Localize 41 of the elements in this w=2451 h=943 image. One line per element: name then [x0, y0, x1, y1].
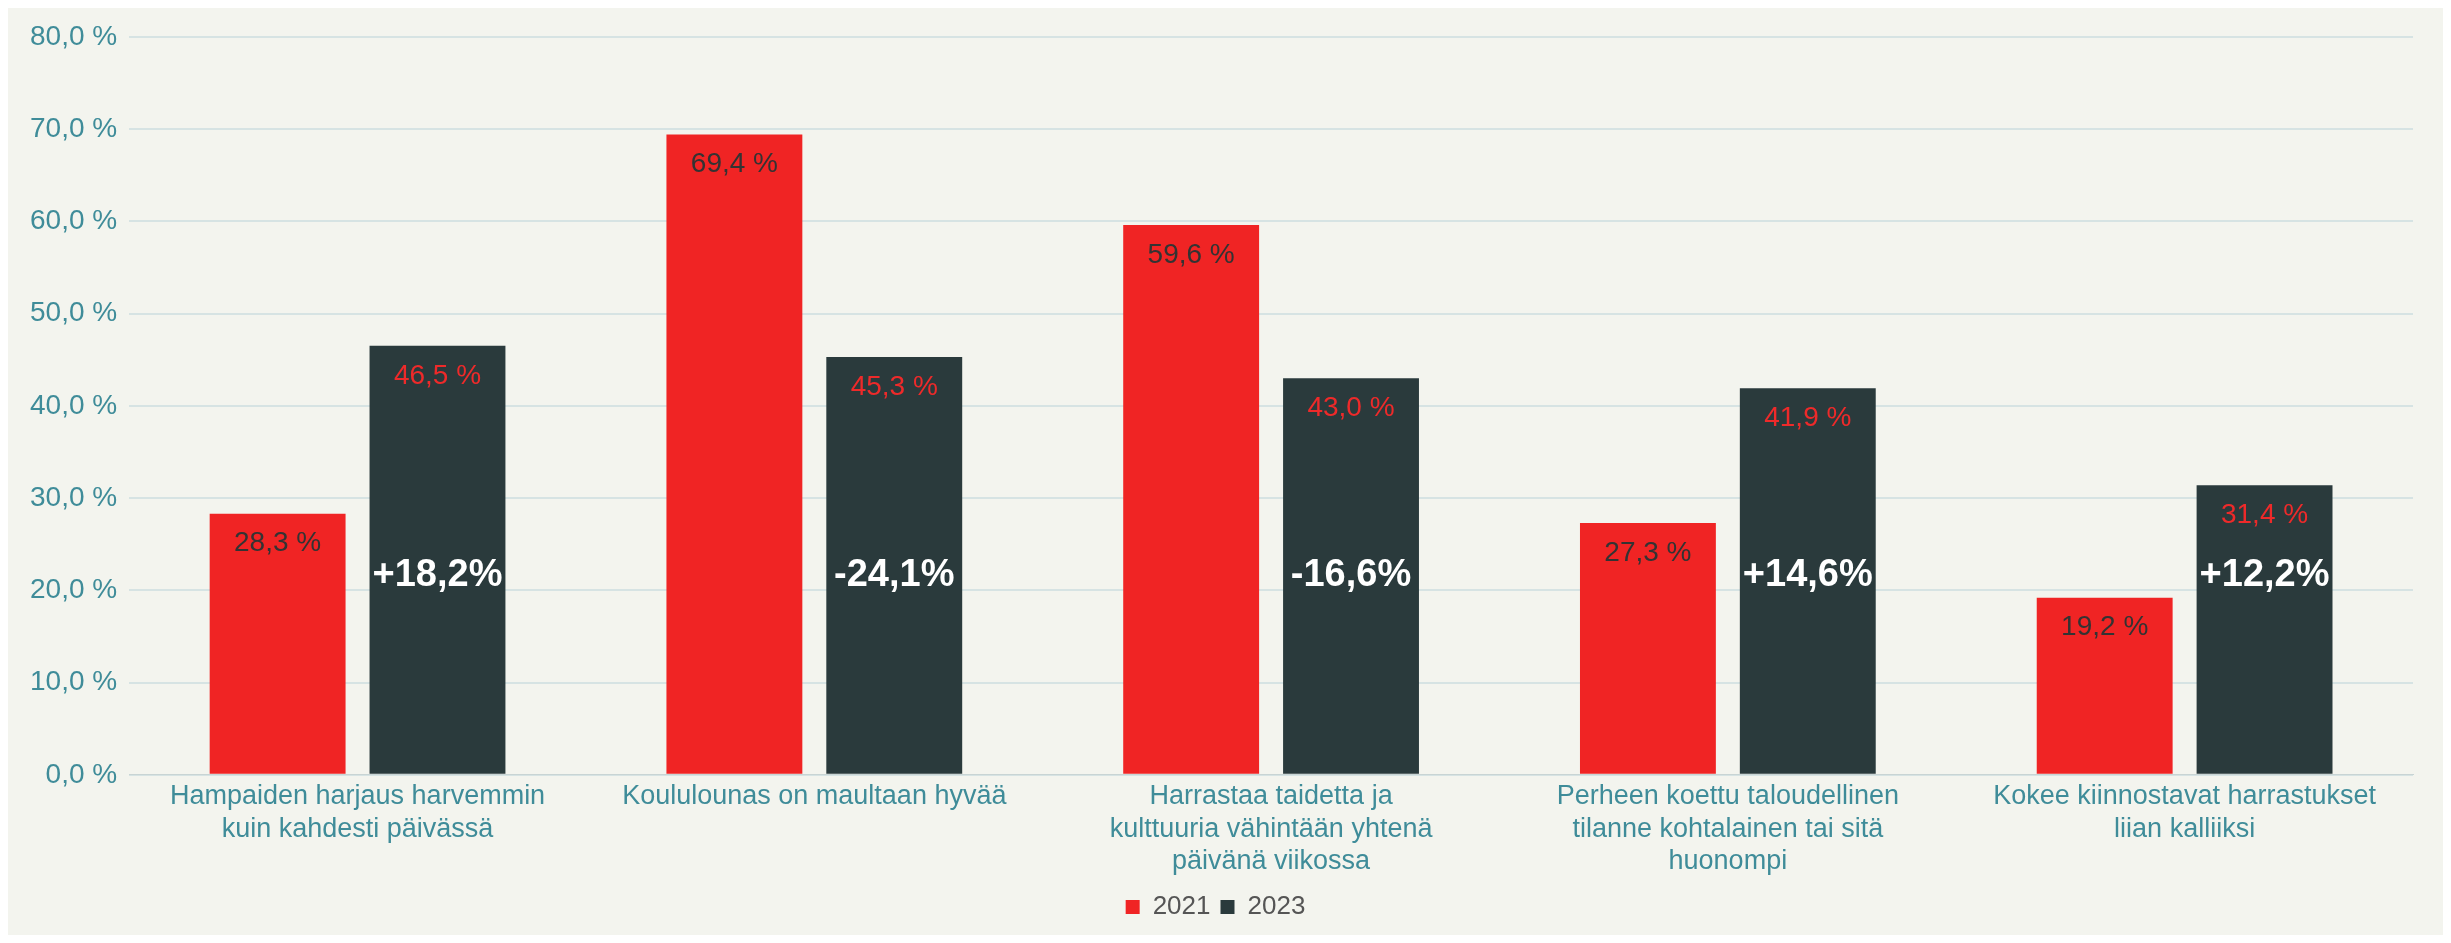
bar	[369, 345, 506, 774]
data-label: 28,3 %	[234, 526, 322, 558]
data-label: 19,2 %	[2061, 610, 2149, 642]
y-tick-label: 10,0 %	[30, 665, 118, 697]
data-label: 46,5 %	[393, 358, 482, 390]
bar	[1579, 522, 1716, 774]
y-tick-label: 70,0 %	[30, 111, 118, 143]
annotation: +18,2%	[372, 552, 503, 595]
y-tick-label: 0,0 %	[45, 757, 118, 789]
data-label: 41,9 %	[1764, 400, 1852, 432]
annotation: +12,2%	[2199, 552, 2330, 595]
bar	[2036, 597, 2173, 774]
x-tick-label: Perheen koettu taloudellinen tilanne kohtalainen tai sitä huonompi	[1556, 780, 1899, 876]
annotation: -16,6%	[1290, 552, 1412, 595]
y-tick-label: 50,0 %	[30, 296, 118, 328]
data-label: 31,4 %	[2220, 497, 2309, 529]
annotation: -24,1%	[834, 552, 955, 595]
y-tick-label: 30,0 %	[30, 480, 118, 512]
y-tick-label: 20,0 %	[30, 573, 118, 605]
bar	[209, 513, 346, 774]
y-tick-label: 40,0 %	[30, 388, 118, 420]
data-label: 69,4 %	[690, 147, 778, 179]
bar	[826, 356, 963, 774]
x-tick-label: Harrastaa taidetta ja kulttuuria vähintään yhtenä päivänä viikossa	[1109, 780, 1434, 876]
bar	[666, 134, 803, 774]
x-tick-label: Hampaiden harjaus harvemmin kuin kahdesti päivässä	[169, 780, 546, 843]
legend-label: 2023	[1247, 890, 1306, 921]
x-tick-label: Kokee kiinnostavat harrastukset liian kalliiksi	[1993, 780, 2377, 843]
bar	[1283, 378, 1419, 774]
data-label: 43,0 %	[1307, 390, 1395, 422]
data-label: 27,3 %	[1604, 535, 1692, 567]
annotation: +14,6%	[1742, 552, 1873, 595]
x-tick-label: Koululounas on maultaan hyvää	[622, 780, 1008, 811]
legend-label: 2021	[1152, 890, 1211, 921]
data-label: 45,3 %	[850, 369, 938, 401]
data-label: 59,6 %	[1147, 237, 1235, 269]
bar	[2196, 485, 2333, 774]
y-tick-label: 60,0 %	[30, 204, 118, 236]
y-tick-label: 80,0 %	[30, 19, 118, 51]
bar	[1739, 388, 1876, 774]
bar	[1123, 224, 1260, 774]
